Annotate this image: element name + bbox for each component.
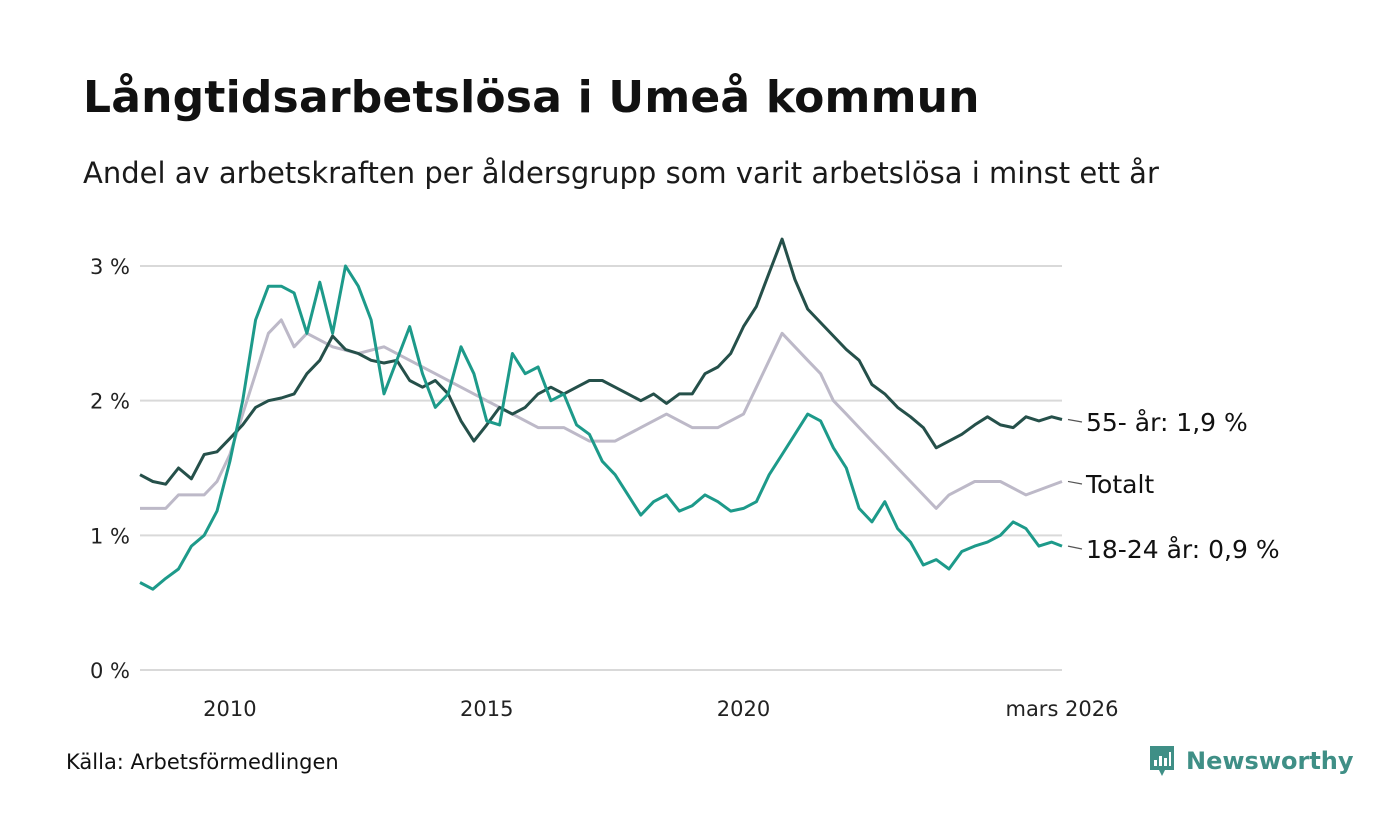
line-chart: 0 % 1 % 2 % 3 % 2010 2015 2020 mars 2026 55- å… [90,237,1280,721]
brand-name: Newsworthy [1186,747,1354,775]
series-line-18-24 [139,264,1063,591]
series-line-55 [139,237,1063,486]
end-label-18-24: 18-24 år: 0,9 % [1086,535,1280,564]
y-axis-tick-labels: 0 % 1 % 2 % 3 % [90,255,130,683]
x-tick-label: 2020 [717,697,770,721]
leader-line-55 [1067,418,1083,423]
end-label-55: 55- år: 1,9 % [1086,408,1248,437]
y-tick-label: 2 % [90,390,130,414]
end-label-total: Totalt [1085,470,1154,499]
series-end-labels: 55- år: 1,9 % Totalt 18-24 år: 0,9 % [1067,408,1280,564]
leader-line-18-24 [1067,545,1083,550]
newsworthy-chart-icon [1150,746,1174,776]
chart-subtitle: Andel av arbetskraften per åldersgrupp s… [83,156,1159,190]
grid-lines [140,265,1062,671]
series-lines [139,237,1063,591]
leader-line-total [1067,480,1083,485]
brand-logo[interactable]: Newsworthy [1148,744,1354,778]
y-tick-label: 0 % [90,659,130,683]
y-tick-label: 1 % [90,524,130,548]
x-tick-label: mars 2026 [1005,697,1118,721]
x-tick-label: 2010 [203,697,256,721]
series-line-total [140,318,1063,510]
x-axis-tick-labels: 2010 2015 2020 mars 2026 [203,697,1118,721]
source-text: Källa: Arbetsförmedlingen [66,750,339,774]
y-tick-label: 3 % [90,255,130,279]
chart-title: Långtidsarbetslösa i Umeå kommun [83,72,980,123]
x-tick-label: 2015 [460,697,513,721]
